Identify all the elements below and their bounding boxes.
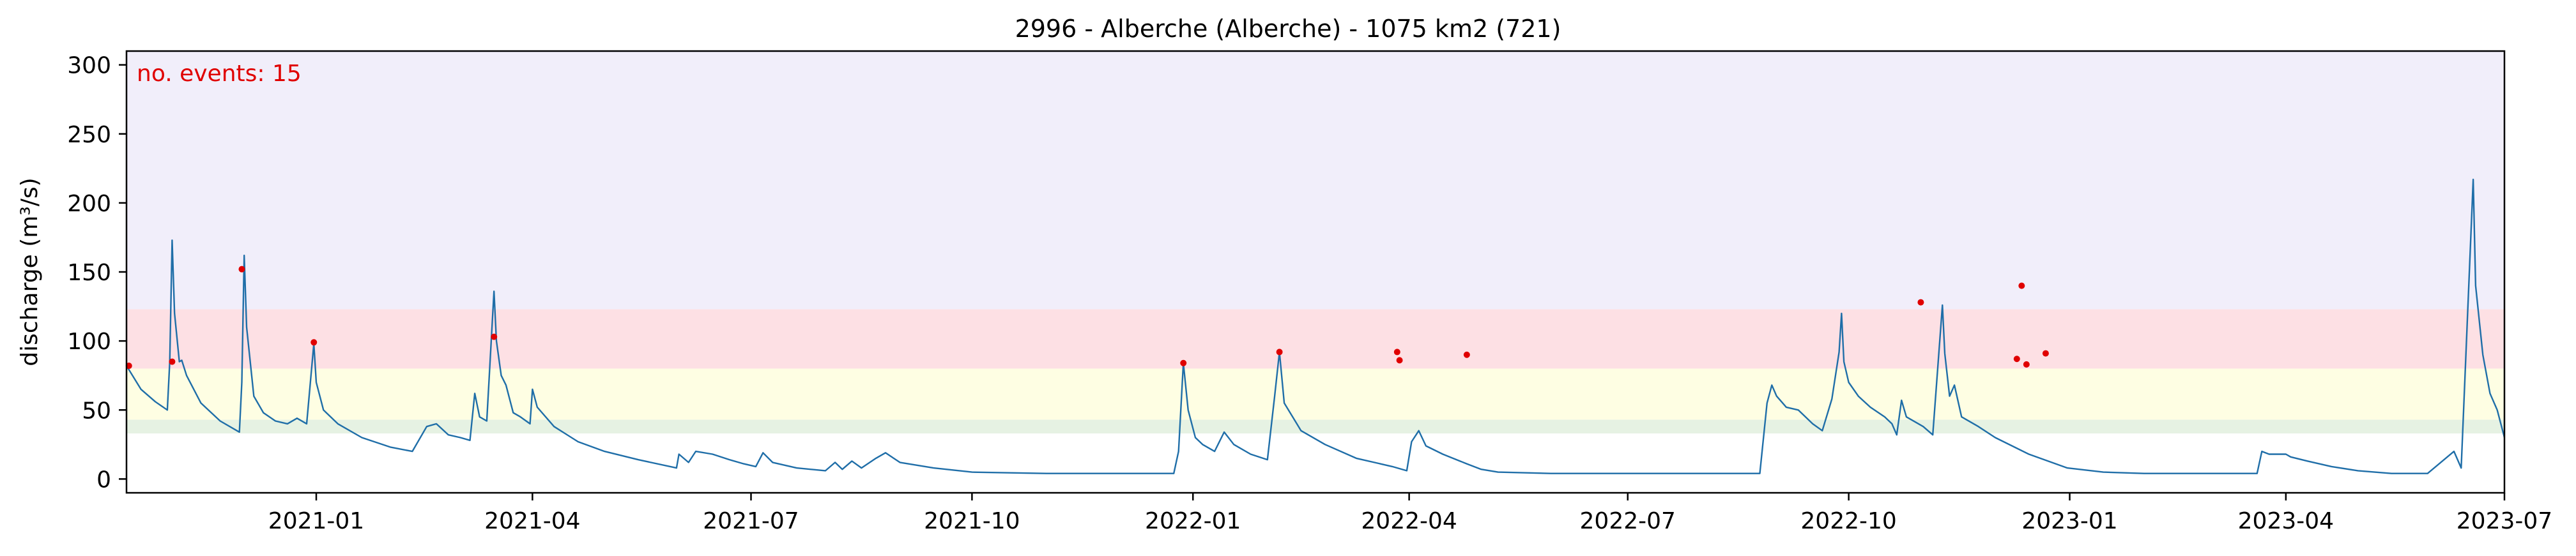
x-tick-label: 2022-10 xyxy=(1800,508,1896,534)
threshold-band-0 xyxy=(126,419,2504,434)
y-tick-label: 0 xyxy=(96,467,111,493)
x-tick-label: 2022-01 xyxy=(1145,508,1241,534)
x-tick-label: 2021-10 xyxy=(924,508,1020,534)
threshold-band-1 xyxy=(126,368,2504,420)
discharge-line-0 xyxy=(125,178,2506,474)
event-point xyxy=(1396,357,1403,364)
event-point xyxy=(2018,282,2025,289)
event-point xyxy=(1463,351,1470,358)
y-tick-label: 150 xyxy=(67,260,111,286)
event-point xyxy=(169,358,176,365)
event-point xyxy=(238,266,245,273)
discharge-series xyxy=(125,178,2506,474)
threshold-bands xyxy=(126,51,2504,434)
event-point xyxy=(491,333,498,340)
events-count-annotation: no. events: 15 xyxy=(137,61,302,87)
y-tick-label: 100 xyxy=(67,329,111,355)
event-point xyxy=(2023,361,2030,368)
threshold-band-3 xyxy=(126,51,2504,310)
x-tick-label: 2022-04 xyxy=(1361,508,1457,534)
y-tick-label: 50 xyxy=(82,398,111,424)
event-point xyxy=(310,339,318,346)
x-axis: 2021-01 2021-04 2021-07 2021-10 2022-01 2022-… xyxy=(268,493,2552,534)
x-tick-label: 2021-07 xyxy=(703,508,799,534)
x-tick-label: 2023-07 xyxy=(2457,508,2552,534)
event-point xyxy=(125,363,132,370)
y-tick-label: 200 xyxy=(67,191,111,217)
x-tick-label: 2021-04 xyxy=(484,508,580,534)
chart-title: 2996 - Alberche (Alberche) - 1075 km2 (7… xyxy=(1015,15,1561,43)
x-tick-label: 2023-04 xyxy=(2238,508,2334,534)
event-markers xyxy=(125,266,2049,370)
y-axis-label: discharge (m³/s) xyxy=(17,177,43,366)
event-point xyxy=(1276,349,1283,356)
x-tick-label: 2023-01 xyxy=(2021,508,2117,534)
y-tick-label: 300 xyxy=(67,53,111,79)
event-point xyxy=(2013,356,2020,363)
event-point xyxy=(1393,349,1400,356)
y-tick-label: 250 xyxy=(67,122,111,148)
event-point xyxy=(1180,359,1187,366)
threshold-band-2 xyxy=(126,309,2504,369)
event-point xyxy=(1917,299,1924,306)
y-axis: 0 50 100 150 200 250 300 xyxy=(67,53,126,493)
x-tick-label: 2022-07 xyxy=(1580,508,1676,534)
x-tick-label: 2021-01 xyxy=(268,508,364,534)
event-point xyxy=(2042,350,2049,357)
